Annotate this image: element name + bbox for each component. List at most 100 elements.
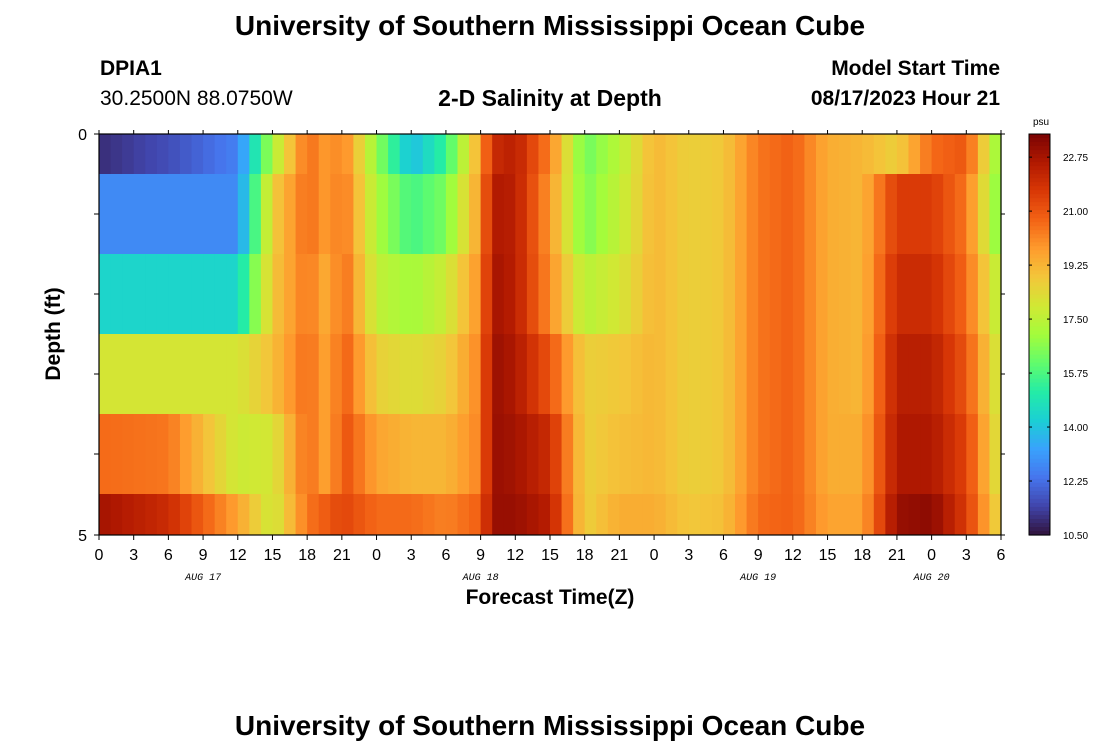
- heatmap-cell: [654, 254, 667, 334]
- heatmap-cell: [469, 494, 482, 535]
- heatmap-cell: [469, 174, 482, 254]
- x-tick-label: 0: [372, 547, 381, 564]
- heatmap-cell: [827, 494, 840, 535]
- x-tick-label: 0: [650, 547, 659, 564]
- colorbar-segment: [1029, 350, 1050, 356]
- heatmap-cell: [550, 494, 563, 535]
- heatmap-cell: [561, 134, 574, 174]
- heatmap-cell: [584, 254, 597, 334]
- heatmap-cell: [469, 414, 482, 494]
- model-start-value: 08/17/2023 Hour 21: [810, 87, 1000, 110]
- heatmap-cell: [538, 414, 551, 494]
- colorbar-segment: [1029, 322, 1050, 328]
- heatmap-cell: [711, 254, 725, 334]
- heatmap-cell: [850, 494, 863, 535]
- heatmap-cell: [839, 494, 852, 535]
- heatmap-cell: [191, 494, 204, 535]
- heatmap-cell: [341, 334, 355, 414]
- heatmap-cell: [376, 334, 389, 414]
- heatmap-cell: [515, 174, 528, 254]
- colorbar-tick-label: 10.50: [1063, 531, 1088, 542]
- heatmap-cell: [931, 414, 944, 494]
- heatmap-cell: [573, 334, 586, 414]
- heatmap-cell: [561, 414, 574, 494]
- heatmap-cell: [364, 334, 378, 414]
- heatmap-cell: [966, 414, 979, 494]
- heatmap-cell: [815, 334, 829, 414]
- heatmap-cell: [318, 414, 331, 494]
- heatmap-cell: [642, 414, 655, 494]
- heatmap-cell: [873, 174, 886, 254]
- heatmap-cell: [550, 414, 563, 494]
- heatmap-cell: [607, 254, 620, 334]
- colorbar-segment: [1029, 146, 1050, 151]
- heatmap-cell: [376, 134, 389, 174]
- colorbar-segment: [1029, 510, 1050, 516]
- heatmap-cell: [966, 334, 979, 414]
- heatmap-cell: [341, 254, 355, 334]
- heatmap-cell: [758, 334, 771, 414]
- heatmap-cell: [642, 254, 655, 334]
- heatmap-cell: [515, 334, 528, 414]
- heatmap-cell: [376, 494, 389, 535]
- heatmap-cell: [99, 334, 112, 414]
- heatmap-cell: [920, 254, 933, 334]
- heatmap-cell: [457, 414, 470, 494]
- heatmap-cell: [943, 334, 956, 414]
- x-tick-label: 21: [888, 547, 906, 564]
- heatmap-cell: [191, 134, 204, 174]
- heatmap-cell: [746, 334, 759, 414]
- heatmap-cell: [931, 174, 944, 254]
- heatmap-cell: [434, 134, 447, 174]
- heatmap-cell: [422, 134, 435, 174]
- heatmap-cell: [630, 334, 644, 414]
- heatmap-cell: [654, 134, 667, 174]
- colorbar-segment: [1029, 270, 1050, 275]
- heatmap-cell: [260, 334, 274, 414]
- y-axis-label: Depth (ft): [42, 287, 65, 380]
- colorbar-segment: [1029, 530, 1050, 536]
- heatmap-cell: [110, 334, 123, 414]
- heatmap-cell: [723, 414, 736, 494]
- colorbar-segment: [1029, 330, 1050, 336]
- colorbar-segment: [1029, 298, 1050, 304]
- heatmap-cell: [827, 174, 840, 254]
- heatmap-cell: [515, 414, 528, 494]
- heatmap-cell: [839, 334, 852, 414]
- heatmap-cell: [526, 414, 540, 494]
- heatmap-cell: [665, 134, 678, 174]
- heatmap-cell: [619, 254, 632, 334]
- heatmap-cell: [596, 174, 609, 254]
- colorbar-segment: [1029, 462, 1050, 468]
- x-tick-label: 3: [407, 547, 416, 564]
- colorbar-segment: [1029, 154, 1050, 159]
- heatmap-cell: [908, 334, 921, 414]
- heatmap-cell: [550, 254, 563, 334]
- heatmap-cell: [156, 494, 169, 535]
- heatmap-cell: [596, 414, 609, 494]
- x-tick-label: 3: [129, 547, 138, 564]
- heatmap-cell: [492, 334, 505, 414]
- heatmap-cell: [503, 254, 516, 334]
- heatmap-cell: [769, 254, 782, 334]
- heatmap-cell: [665, 254, 678, 334]
- heatmap-cell: [885, 494, 898, 535]
- heatmap-cell: [353, 494, 366, 535]
- heatmap-cell: [596, 494, 609, 535]
- heatmap-cell: [110, 134, 123, 174]
- colorbar-segment: [1029, 218, 1050, 223]
- heatmap-cell: [654, 494, 667, 535]
- heatmap-cell: [550, 174, 563, 254]
- colorbar-segment: [1029, 242, 1050, 247]
- heatmap-cell: [815, 494, 829, 535]
- heatmap-cell: [862, 414, 875, 494]
- heatmap-cell: [804, 254, 817, 334]
- colorbar-segment: [1029, 402, 1050, 408]
- heatmap-cell: [954, 254, 967, 334]
- heatmap-cell: [260, 254, 274, 334]
- colorbar-segment: [1029, 366, 1050, 372]
- heatmap-cell: [885, 174, 898, 254]
- heatmap-cell: [943, 414, 956, 494]
- heatmap-cell: [596, 254, 609, 334]
- heatmap-cell: [943, 134, 956, 174]
